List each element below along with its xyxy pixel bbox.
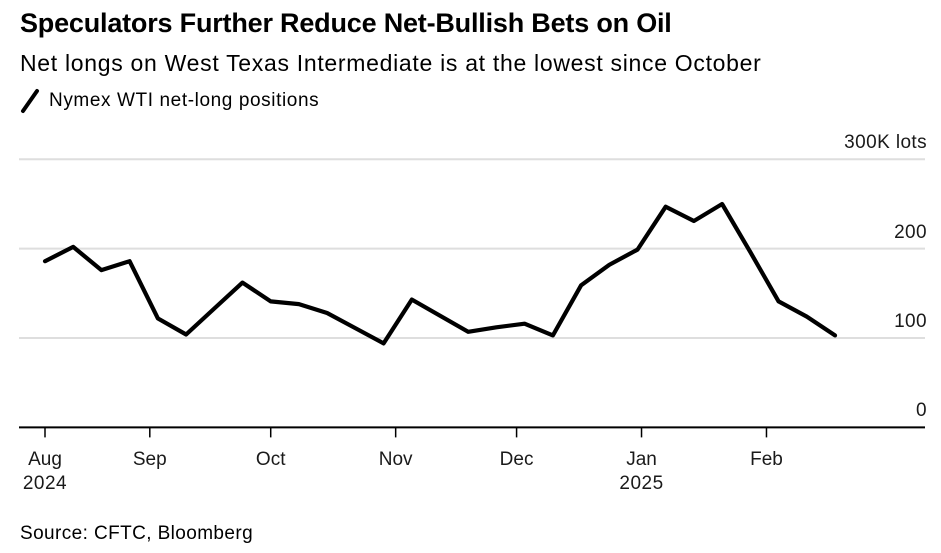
legend: Nymex WTI net-long positions [20,88,319,114]
x-axis-label: Sep [132,449,167,470]
line-series-icon [21,89,39,113]
y-axis-label: 0 [916,400,927,422]
chart-title: Speculators Further Reduce Net-Bullish B… [20,8,672,38]
source-note: Source: CFTC, Bloomberg [20,523,254,544]
legend-label: Nymex WTI net-long positions [49,90,320,111]
x-axis-year-label: 2024 [22,473,68,494]
x-axis-year-label: 2025 [619,473,664,494]
y-axis-label: 100 [894,311,927,333]
x-axis-label: Nov [378,449,413,470]
x-axis-label: Aug [28,449,62,470]
chart-subtitle: Net longs on West Texas Intermediate is … [20,50,762,76]
x-axis-label: Dec [499,449,534,470]
x-axis-label: Feb [750,449,783,470]
x-axis-label: Oct [255,449,286,470]
y-axis-label: 200 [894,221,927,243]
x-axis-label: Jan [626,449,657,470]
y-axis-label: 300K lots [844,132,927,154]
series-line-wti-net-longs [42,201,838,346]
